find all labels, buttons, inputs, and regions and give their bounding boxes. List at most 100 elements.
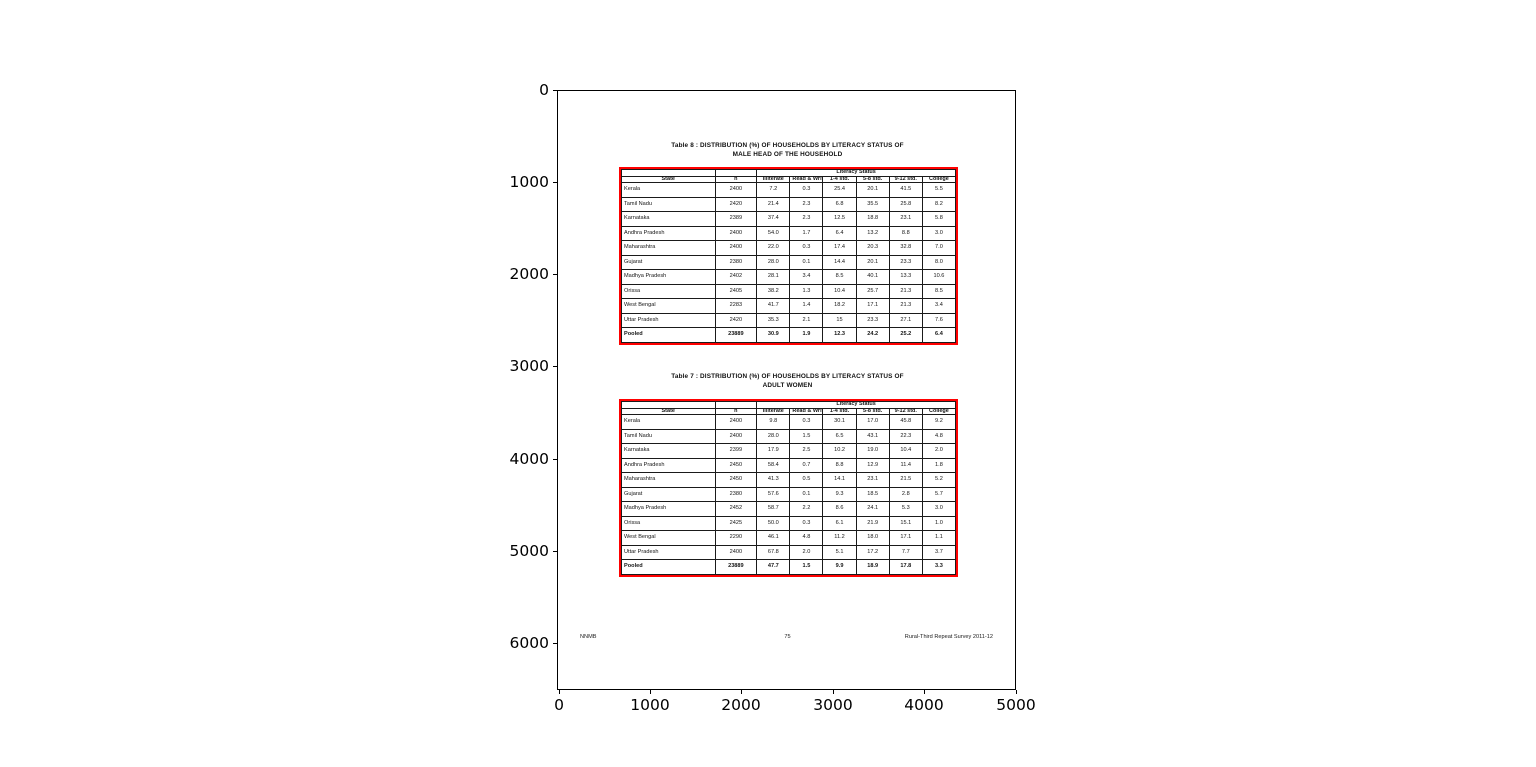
table-8-cell: 7.2 (756, 182, 791, 198)
table-8-cell: 21.3 (888, 298, 923, 314)
table-8-cell: 2400 (714, 225, 758, 242)
table-7-cell: 21.9 (855, 515, 890, 532)
table-7-cell: Madhya Pradesh (621, 501, 716, 517)
table-8-cell: 2402 (714, 269, 758, 285)
table-7-cell: 45.8 (888, 414, 923, 430)
footer-left: NNMB (580, 634, 597, 640)
table-8-row: Tamil Nadu 2420 21.4 2.3 6.8 35.5 25.8 8.2 (621, 196, 957, 213)
table-7-cell: 0.3 (789, 414, 824, 430)
table-8-cell: 30.9 (756, 327, 791, 343)
table-8-cell: 2380 (714, 254, 758, 271)
table-7-cell: 22.3 (888, 428, 923, 445)
table-7-cell: 2.8 (888, 486, 923, 503)
table-8-cell: 20.1 (855, 254, 890, 271)
table-7-cell: 3.7 (921, 544, 957, 561)
table-8-detection-box[interactable]: Literacy Status State n Illiterate Read … (619, 167, 958, 345)
table-7-cell: 2452 (714, 501, 758, 517)
table-8-col-read-write: Read & Write (789, 175, 824, 183)
table-8-cell: 25.2 (888, 327, 923, 343)
table-7: Literacy Status State n Illiterate Read … (621, 401, 957, 575)
table-7-cell: 2290 (714, 530, 758, 546)
x-tick-label-5000: 5000 (996, 696, 1036, 714)
table-8-cell: 41.7 (756, 298, 791, 314)
table-8-cell: 2389 (714, 211, 758, 227)
table-8-cell: 2400 (714, 240, 758, 256)
table-8-cell: 6.4 (822, 225, 857, 242)
table-8-cell: Andhra Pradesh (621, 225, 716, 242)
table-7-cell: 19.0 (855, 443, 890, 459)
table-7-row: Pooled 23889 47.7 1.5 9.9 18.9 17.8 3.3 (621, 559, 957, 575)
table-7-cell: 46.1 (756, 530, 791, 546)
x-tick-mark-2000 (741, 690, 743, 694)
table-7-cell: 2400 (714, 544, 758, 561)
table-8-cell: 12.3 (822, 327, 857, 343)
table-7-detection-box[interactable]: Literacy Status State n Illiterate Read … (619, 399, 958, 577)
table-8-cell: 2420 (714, 312, 758, 329)
table-8-cell: 28.1 (756, 269, 791, 285)
table-7-cell: Andhra Pradesh (621, 457, 716, 474)
table-8-cell: 10.4 (822, 283, 857, 300)
table-8-cell: 37.4 (756, 211, 791, 227)
table-8-cell: 7.0 (921, 240, 957, 256)
table-7-title-line2: ADULT WOMEN (762, 382, 813, 389)
table-7-cell: 2400 (714, 414, 758, 430)
x-tick-label-4000: 4000 (904, 696, 944, 714)
x-tick-mark-1000 (650, 690, 652, 694)
table-7-row: Tamil Nadu 2400 28.0 1.5 6.5 43.1 22.3 4.8 (621, 428, 957, 445)
table-7-row: Karnataka 2399 17.9 2.5 10.2 19.0 10.4 2.0 (621, 443, 957, 459)
y-tick-mark-4000 (553, 459, 557, 461)
table-8-cell: 6.8 (822, 196, 857, 213)
table-8-cell: 14.4 (822, 254, 857, 271)
table-8-cell: 25.7 (855, 283, 890, 300)
table-8-cell: 2405 (714, 283, 758, 300)
y-tick-label-2000: 2000 (509, 265, 549, 283)
table-8-cell: 21.3 (888, 283, 923, 300)
table-7-cell: 5.7 (921, 486, 957, 503)
y-tick-label-5000: 5000 (509, 542, 549, 560)
table-8-row: West Bengal 2283 41.7 1.4 18.2 17.1 21.3 3.4 (621, 298, 957, 314)
table-8-cell: 41.5 (888, 182, 923, 198)
table-7-row: Gujarat 2380 57.6 0.1 9.3 18.5 2.8 5.7 (621, 486, 957, 503)
table-7-cell: 1.5 (789, 559, 824, 575)
table-7-cell: Uttar Pradesh (621, 544, 716, 561)
table-8-head: Literacy Status State n Illiterate Read … (621, 169, 957, 183)
table-8-cell: 23.3 (855, 312, 890, 329)
table-7-cell: 14.1 (822, 472, 857, 488)
table-8-cell: 12.5 (822, 211, 857, 227)
table-7-cell: 2.0 (789, 544, 824, 561)
table-8-cell: 3.4 (789, 269, 824, 285)
table-7-row: West Bengal 2290 46.1 4.8 11.2 18.0 17.1 1.1 (621, 530, 957, 546)
table-7-cell: Kerala (621, 414, 716, 430)
x-tick-label-1000: 1000 (630, 696, 670, 714)
table-7-cell: 11.2 (822, 530, 857, 546)
table-7-cell: 7.7 (888, 544, 923, 561)
table-7-cell: 1.1 (921, 530, 957, 546)
y-tick-label-4000: 4000 (509, 450, 549, 468)
table-8-cell: Orissa (621, 283, 716, 300)
table-7-cell: West Bengal (621, 530, 716, 546)
y-tick-mark-5000 (553, 551, 557, 553)
table-7-cell: 1.5 (789, 428, 824, 445)
table-7-cell: 17.8 (888, 559, 923, 575)
table-8-row: Orissa 2405 38.2 1.3 10.4 25.7 21.3 8.5 (621, 283, 957, 300)
table-7-row: Orissa 2425 50.0 0.3 6.1 21.9 15.1 1.0 (621, 515, 957, 532)
x-tick-mark-5000 (1016, 690, 1018, 694)
table-7-cell: 4.8 (921, 428, 957, 445)
table-8-cell: 1.7 (789, 225, 824, 242)
x-tick-label-3000: 3000 (813, 696, 853, 714)
table-7-cell: 17.9 (756, 443, 791, 459)
table-8-cell: 21.4 (756, 196, 791, 213)
table-7-cell: 9.3 (822, 486, 857, 503)
table-8-cell: 10.6 (921, 269, 957, 285)
table-7-cell: 9.2 (921, 414, 957, 430)
table-8-cell: 1.3 (789, 283, 824, 300)
table-7-cell: 17.2 (855, 544, 890, 561)
table-8-row: Andhra Pradesh 2400 54.0 1.7 6.4 13.2 8.8 3.0 (621, 225, 957, 242)
table-8-cell: Pooled (621, 327, 716, 343)
table-8-cell: 18.8 (855, 211, 890, 227)
table-7-head: Literacy Status State n Illiterate Read … (621, 401, 957, 415)
table-7-cell: 2450 (714, 457, 758, 474)
table-7-cell: 17.0 (855, 414, 890, 430)
table-8-title: Table 8 : DISTRIBUTION (%) OF HOUSEHOLDS… (558, 141, 1017, 159)
